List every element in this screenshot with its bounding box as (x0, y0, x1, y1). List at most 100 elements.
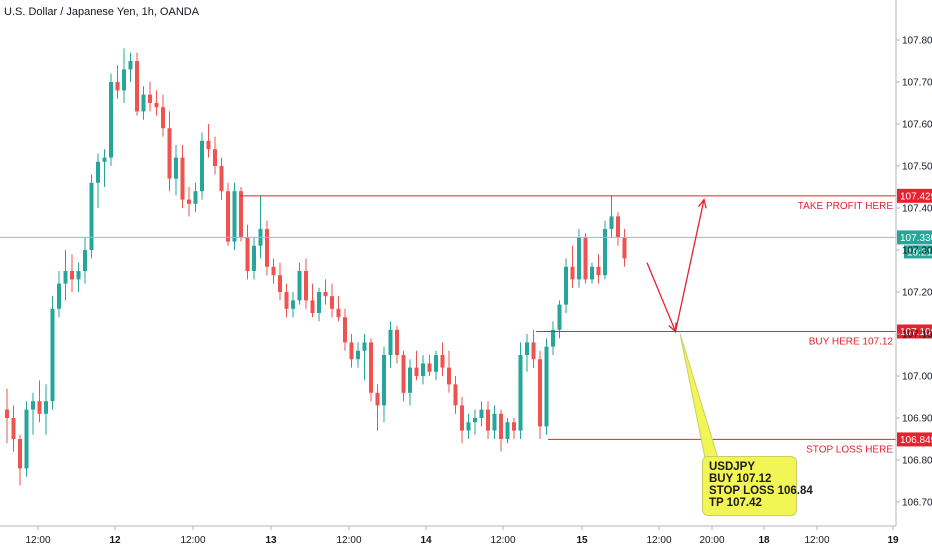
candle-body (174, 157, 178, 179)
y-tick-label: 107.200 (902, 288, 932, 299)
candle-body (115, 82, 120, 91)
candle-body (148, 94, 152, 103)
candle-body (460, 405, 464, 431)
candle-body (50, 308, 55, 402)
x-tick-label: 19 (887, 535, 899, 546)
candle-body (531, 342, 536, 360)
candle-body (434, 355, 438, 372)
y-tick-label: 107.500 (902, 162, 932, 173)
note-line-tp: TP 107.42 (709, 497, 762, 509)
candle-body (447, 367, 451, 385)
candle-body (284, 292, 289, 309)
candle-body (109, 82, 113, 158)
current-price-tag (897, 230, 932, 245)
candle-body (453, 384, 458, 406)
candle-body (161, 107, 165, 129)
candle-body (232, 191, 237, 242)
countdown-text: 19:21 (907, 247, 932, 258)
candle-body (518, 355, 523, 431)
candle-body (239, 191, 243, 238)
x-tick-label: 14 (420, 535, 432, 546)
x-tick-label: 12:00 (646, 535, 671, 546)
candle-body (187, 199, 191, 204)
candle-body (421, 363, 425, 376)
candle-body (596, 266, 601, 276)
candle-body (525, 342, 529, 355)
candle-body (245, 237, 250, 271)
candle-body (388, 329, 393, 355)
buy-price-tag (897, 324, 932, 339)
x-tick-label: 12 (109, 535, 121, 546)
candle-body (505, 422, 510, 439)
candle-body (193, 191, 198, 204)
candle-body (57, 283, 61, 309)
y-tick-label: 107.600 (902, 120, 932, 131)
candle-body (291, 300, 295, 309)
candle-body (44, 401, 48, 414)
candle-body (304, 271, 308, 301)
candle-body (310, 300, 315, 313)
projection-arrows (646, 198, 719, 459)
candle-body (577, 237, 581, 280)
arrowhead-down (668, 322, 677, 333)
candle-body (590, 266, 594, 280)
candle-body (486, 409, 490, 431)
candle-body (343, 317, 347, 343)
candle-body (200, 140, 204, 192)
price-levels: TAKE PROFIT HERE 107.429 BUY HERE 107.12 10… (0, 188, 932, 455)
candle-body (375, 392, 380, 406)
candle-body (18, 439, 22, 469)
candle-body (466, 422, 471, 431)
candle-body (323, 292, 328, 297)
candle-body (622, 237, 627, 259)
candle-body (271, 266, 276, 276)
candles (5, 48, 627, 486)
candle-body (70, 271, 74, 280)
candle-body (63, 271, 68, 284)
candle-body (206, 140, 211, 150)
x-tick-label: 20:00 (699, 535, 724, 546)
y-tick-label: 107.300 (902, 246, 932, 257)
stop-loss-label: STOP LOSS HERE (806, 444, 893, 455)
candle-body (570, 266, 575, 280)
x-tick-label: 12:00 (336, 535, 361, 546)
candle-body (252, 245, 256, 271)
take-profit-price-text: 107.429 (900, 191, 932, 202)
candle-body (551, 329, 555, 347)
candle-body (349, 342, 354, 360)
buy-price-text: 107.106 (900, 327, 932, 338)
candle-body (265, 229, 269, 267)
y-tick-label: 106.800 (902, 456, 932, 467)
candle-body (408, 367, 412, 393)
candle-body (362, 342, 367, 351)
x-tick-label: 13 (265, 535, 277, 546)
current-price-text: 107.330 (900, 233, 932, 244)
candle-body (226, 191, 230, 242)
candle-body (512, 422, 516, 431)
arrowhead-up (697, 198, 707, 209)
candle-body (564, 266, 568, 305)
candle-body (102, 157, 107, 162)
candle-body (583, 237, 588, 280)
candle-body (11, 418, 16, 439)
candle-body (479, 409, 484, 418)
candle-body (427, 363, 432, 372)
candle-body (330, 296, 334, 309)
candle-body (369, 342, 373, 393)
candle-body (492, 413, 497, 431)
projection-path (646, 199, 705, 334)
candle-body (401, 355, 406, 393)
x-tick-label: 12:00 (180, 535, 205, 546)
candle-body (167, 128, 172, 179)
stop-loss-price-text: 106.849 (900, 435, 932, 446)
y-tick-label: 107.000 (902, 372, 932, 383)
candle-body (473, 418, 477, 423)
candle-body (616, 216, 620, 238)
candle-body (297, 271, 302, 301)
chart-title: U.S. Dollar / Japanese Yen, 1h, OANDA (4, 6, 200, 18)
candle-body (317, 292, 321, 313)
candle-body (219, 166, 224, 192)
candle-body (499, 413, 503, 439)
